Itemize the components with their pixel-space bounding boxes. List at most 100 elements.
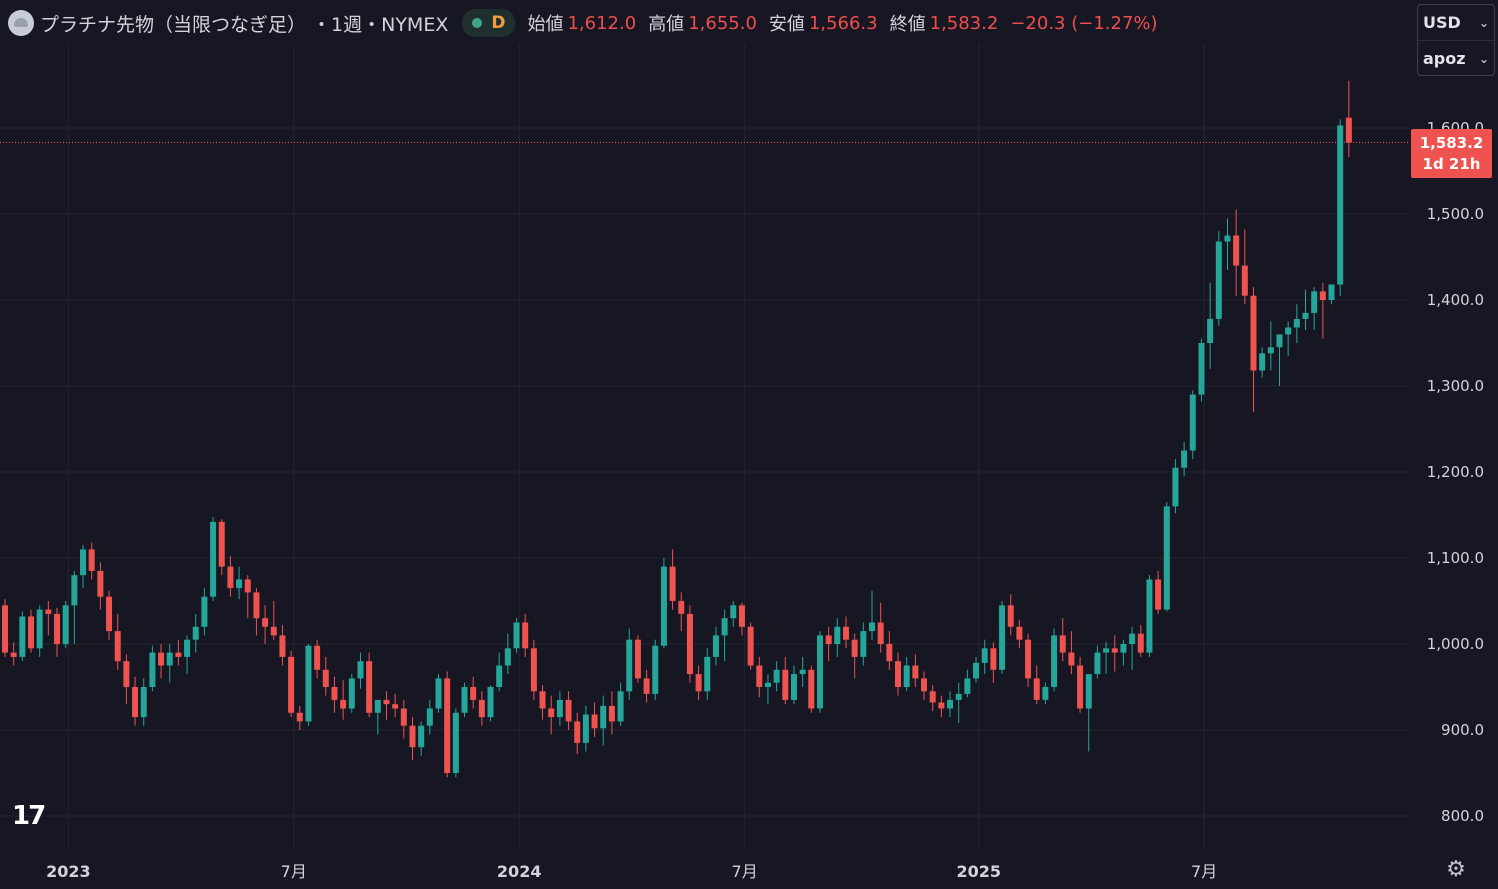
- candle: [634, 635, 641, 683]
- candle-body: [461, 687, 468, 713]
- candle-body: [912, 665, 919, 679]
- candle-body: [192, 626, 199, 640]
- low-label: 安値: [768, 14, 805, 35]
- candle-body: [1224, 235, 1231, 242]
- candle-body: [132, 687, 139, 718]
- candle-body: [184, 639, 191, 657]
- candle-body: [158, 652, 165, 666]
- currency-dropdown[interactable]: USD ⌄: [1418, 5, 1494, 40]
- candle-body: [331, 687, 338, 700]
- symbol-logo-icon[interactable]: [8, 10, 34, 36]
- candle: [895, 652, 902, 696]
- candle-body: [981, 648, 988, 663]
- candle: [348, 674, 355, 713]
- candle: [296, 705, 303, 730]
- candle-body: [1120, 644, 1127, 653]
- market-status-pill[interactable]: D: [462, 9, 516, 37]
- candle: [1007, 594, 1014, 636]
- symbol-title[interactable]: プラチナ先物（当限つなぎ足）: [40, 13, 307, 36]
- y-tick-label: 1,300.0: [1427, 377, 1484, 395]
- time-axis[interactable]: 2023 7月 2024 7月 2025 7月: [46, 862, 1217, 881]
- candle-body: [591, 714, 598, 729]
- candle: [279, 625, 286, 666]
- candle-body: [1181, 450, 1188, 468]
- candle-body: [1146, 579, 1153, 653]
- candle-body: [1345, 117, 1352, 143]
- candle-body: [721, 618, 728, 636]
- x-tick-label: 2024: [497, 862, 542, 881]
- candle: [383, 691, 390, 720]
- candle-body: [964, 678, 971, 694]
- candle-body: [487, 687, 494, 718]
- candle: [1302, 289, 1309, 331]
- tradingview-logo-icon[interactable]: 17: [12, 801, 46, 831]
- candle-body: [522, 622, 529, 649]
- candle-body: [574, 721, 581, 743]
- candle: [886, 631, 893, 670]
- candle: [140, 678, 147, 726]
- candle: [1233, 209, 1240, 296]
- candle: [938, 695, 945, 718]
- candle: [539, 685, 546, 720]
- candle: [999, 601, 1006, 675]
- candle-body: [123, 661, 130, 687]
- candle: [2, 599, 8, 657]
- price-axis[interactable]: 800.0 900.0 1,000.0 1,100.0 1,200.0 1,300.0 1,…: [1427, 119, 1484, 825]
- candle-body: [10, 652, 17, 657]
- candle: [374, 699, 381, 735]
- candle-body: [851, 639, 858, 657]
- candle: [1051, 628, 1058, 692]
- candle-body: [955, 693, 962, 700]
- candle-body: [305, 645, 312, 722]
- candle: [816, 631, 823, 713]
- candle-body: [1285, 327, 1292, 335]
- high-value: 1,655.0: [688, 12, 757, 34]
- candle-body: [617, 691, 624, 722]
- candle-body: [652, 645, 659, 694]
- candle: [62, 601, 69, 649]
- candle: [1085, 674, 1092, 752]
- candle: [782, 656, 789, 705]
- candle-body: [253, 592, 260, 619]
- candle-body: [756, 665, 763, 687]
- change-value: −20.3 (−1.27%): [1010, 12, 1158, 34]
- settings-icon[interactable]: ⚙: [1446, 857, 1466, 882]
- candle: [1328, 284, 1335, 305]
- candle-body: [695, 674, 702, 692]
- unit-dropdown[interactable]: apoz ⌄: [1418, 40, 1494, 76]
- candle-body: [444, 678, 451, 773]
- candle: [478, 691, 485, 726]
- candle-body: [1042, 687, 1049, 700]
- candle-body: [999, 605, 1006, 670]
- candle-body: [1163, 506, 1170, 610]
- candle-body: [513, 622, 520, 649]
- candle: [1285, 321, 1292, 356]
- candle: [392, 693, 399, 718]
- candle: [608, 691, 615, 735]
- delayed-badge: D: [491, 13, 506, 33]
- candle: [97, 562, 104, 610]
- candle-body: [348, 678, 355, 709]
- candle: [36, 605, 43, 657]
- candle-body: [1189, 394, 1196, 451]
- candle: [1207, 282, 1214, 369]
- candle-body: [296, 712, 303, 722]
- candle-body: [270, 626, 277, 636]
- y-tick-label: 800.0: [1441, 807, 1484, 825]
- candle-body: [1259, 353, 1266, 371]
- candle-body: [322, 669, 329, 687]
- candle: [513, 618, 520, 653]
- x-tick-label: 7月: [732, 862, 758, 881]
- candle: [1198, 338, 1205, 402]
- candle-body: [539, 691, 546, 709]
- candle-body: [71, 575, 78, 606]
- bar-countdown: 1d 21h: [1422, 155, 1481, 173]
- candle-body: [1094, 652, 1101, 675]
- candle-body: [1051, 635, 1058, 687]
- candle: [921, 671, 928, 700]
- candle-body: [1007, 605, 1014, 627]
- open-label: 始値: [527, 14, 564, 35]
- candle: [686, 605, 693, 683]
- vertical-gridlines: [67, 44, 1205, 849]
